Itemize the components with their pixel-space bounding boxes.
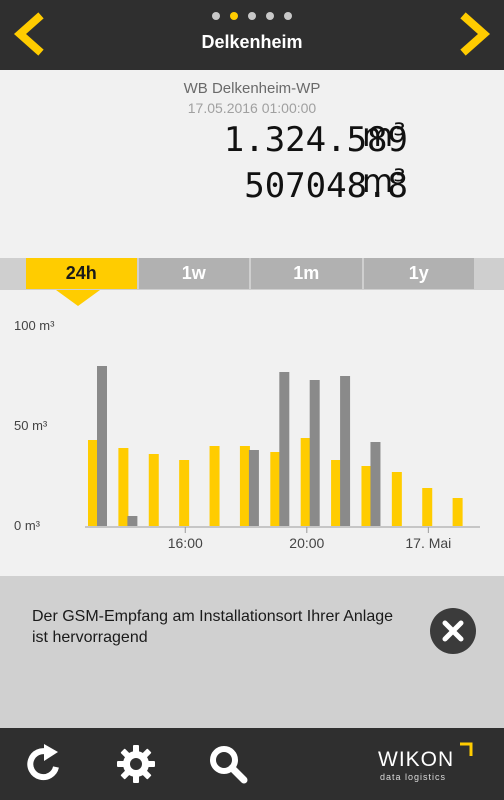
chart-bar-gray (340, 376, 351, 526)
chart-bar-yellow (148, 454, 159, 526)
chart-bar-gray (309, 380, 320, 526)
dismiss-button[interactable] (430, 608, 476, 654)
chart-bar-yellow (361, 466, 372, 526)
tab-1m[interactable]: 1m (251, 258, 362, 289)
chart-bar-gray (279, 372, 290, 526)
chart-bar-yellow (88, 440, 98, 526)
chevron-left-icon (13, 12, 44, 56)
chart-bar-yellow (209, 446, 220, 526)
x-tick-label: 16:00 (168, 535, 203, 551)
settings-button[interactable] (114, 742, 158, 786)
wikon-logo: WIKON data logistics (378, 742, 474, 786)
gear-icon (117, 745, 155, 783)
page-dot-active[interactable] (230, 12, 238, 20)
tab-1w[interactable]: 1w (138, 258, 249, 289)
previous-button[interactable] (8, 12, 52, 56)
search-button[interactable] (206, 742, 250, 786)
chart-bar-gray (370, 442, 381, 526)
page-dot[interactable] (248, 12, 256, 20)
chart-bar-yellow (452, 498, 463, 526)
chart-bar-yellow (179, 460, 190, 526)
chart-bar-gray (248, 450, 259, 526)
tab-24h[interactable]: 24h (26, 258, 137, 289)
y-tick-label: 100 m³ (14, 318, 55, 333)
consumption-chart: 100 m³ 50 m³ 0 m³ 16:00 20:00 17. Mai (14, 318, 480, 551)
chart-bar-yellow (391, 472, 402, 526)
refresh-icon (27, 744, 59, 781)
meter-reading-secondary: 507048.8 (244, 166, 408, 206)
chart-bar-yellow (300, 438, 311, 526)
logo-text: WIKON (378, 748, 455, 771)
meter-unit-primary: m³ (362, 116, 406, 154)
y-tick-label: 0 m³ (14, 518, 41, 533)
page-indicator (0, 12, 504, 20)
page-dot[interactable] (212, 12, 220, 20)
page-dot[interactable] (284, 12, 292, 20)
meter-reading-primary: 1.324.589 (223, 120, 408, 160)
chevron-right-icon (460, 12, 491, 56)
meter-unit-secondary: m³ (362, 162, 406, 200)
logo-subtitle: data logistics (380, 772, 447, 782)
active-tab-pointer (56, 290, 100, 306)
x-tick-label: 20:00 (289, 535, 324, 551)
chart-bar-gray (97, 366, 107, 526)
search-icon (210, 746, 248, 784)
chart-bar-yellow (331, 460, 342, 526)
y-tick-label: 50 m³ (14, 418, 48, 433)
meter-timestamp: 17.05.2016 01:00:00 (187, 100, 317, 116)
x-tick-label: 17. Mai (405, 535, 451, 551)
page-dot[interactable] (266, 12, 274, 20)
header-bar: Delkenheim (0, 0, 504, 70)
refresh-button[interactable] (22, 742, 66, 786)
meter-name: WB Delkenheim-WP (183, 80, 321, 97)
page-title: Delkenheim (201, 32, 303, 52)
footer-bar: WIKON data logistics (0, 728, 504, 800)
chart-bar-gray (127, 516, 138, 526)
range-tabs: 24h 1w 1m 1y (26, 258, 474, 290)
logo-bracket-icon (460, 742, 473, 756)
next-button[interactable] (452, 12, 496, 56)
meter-panel: WB Delkenheim-WP 17.05.2016 01:00:00 1.3… (0, 70, 504, 258)
chart-bar-yellow (270, 452, 281, 526)
close-icon (442, 620, 464, 642)
notice-text: Der GSM-Empfang am Installationsort Ihre… (32, 608, 394, 646)
notice-panel: Der GSM-Empfang am Installationsort Ihre… (0, 576, 504, 728)
chart-panel (0, 290, 504, 576)
tab-1y[interactable]: 1y (363, 258, 474, 289)
chart-bar-yellow (239, 446, 250, 526)
chart-bar-yellow (118, 448, 129, 526)
chart-bar-yellow (422, 488, 433, 526)
